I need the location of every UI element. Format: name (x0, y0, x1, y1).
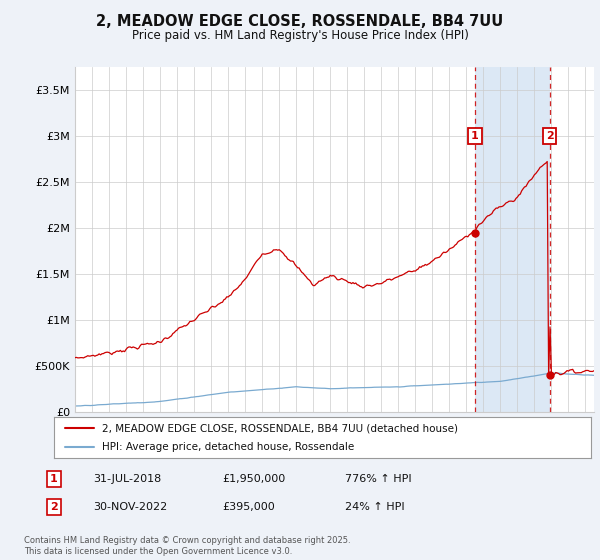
Text: 1: 1 (471, 131, 479, 141)
Text: 31-JUL-2018: 31-JUL-2018 (93, 474, 161, 484)
Text: 2: 2 (50, 502, 58, 512)
Text: £1,950,000: £1,950,000 (222, 474, 285, 484)
Text: £395,000: £395,000 (222, 502, 275, 512)
Text: Contains HM Land Registry data © Crown copyright and database right 2025.
This d: Contains HM Land Registry data © Crown c… (24, 536, 350, 556)
Bar (475, 67, 550, 412)
Text: 776% ↑ HPI: 776% ↑ HPI (345, 474, 412, 484)
Text: Price paid vs. HM Land Registry's House Price Index (HPI): Price paid vs. HM Land Registry's House … (131, 29, 469, 42)
Text: 2: 2 (546, 131, 554, 141)
Text: 2, MEADOW EDGE CLOSE, ROSSENDALE, BB4 7UU: 2, MEADOW EDGE CLOSE, ROSSENDALE, BB4 7U… (97, 14, 503, 29)
Text: 1: 1 (50, 474, 58, 484)
Text: HPI: Average price, detached house, Rossendale: HPI: Average price, detached house, Ross… (103, 442, 355, 452)
Text: 2, MEADOW EDGE CLOSE, ROSSENDALE, BB4 7UU (detached house): 2, MEADOW EDGE CLOSE, ROSSENDALE, BB4 7U… (103, 423, 458, 433)
Text: 24% ↑ HPI: 24% ↑ HPI (345, 502, 404, 512)
Text: 30-NOV-2022: 30-NOV-2022 (93, 502, 167, 512)
